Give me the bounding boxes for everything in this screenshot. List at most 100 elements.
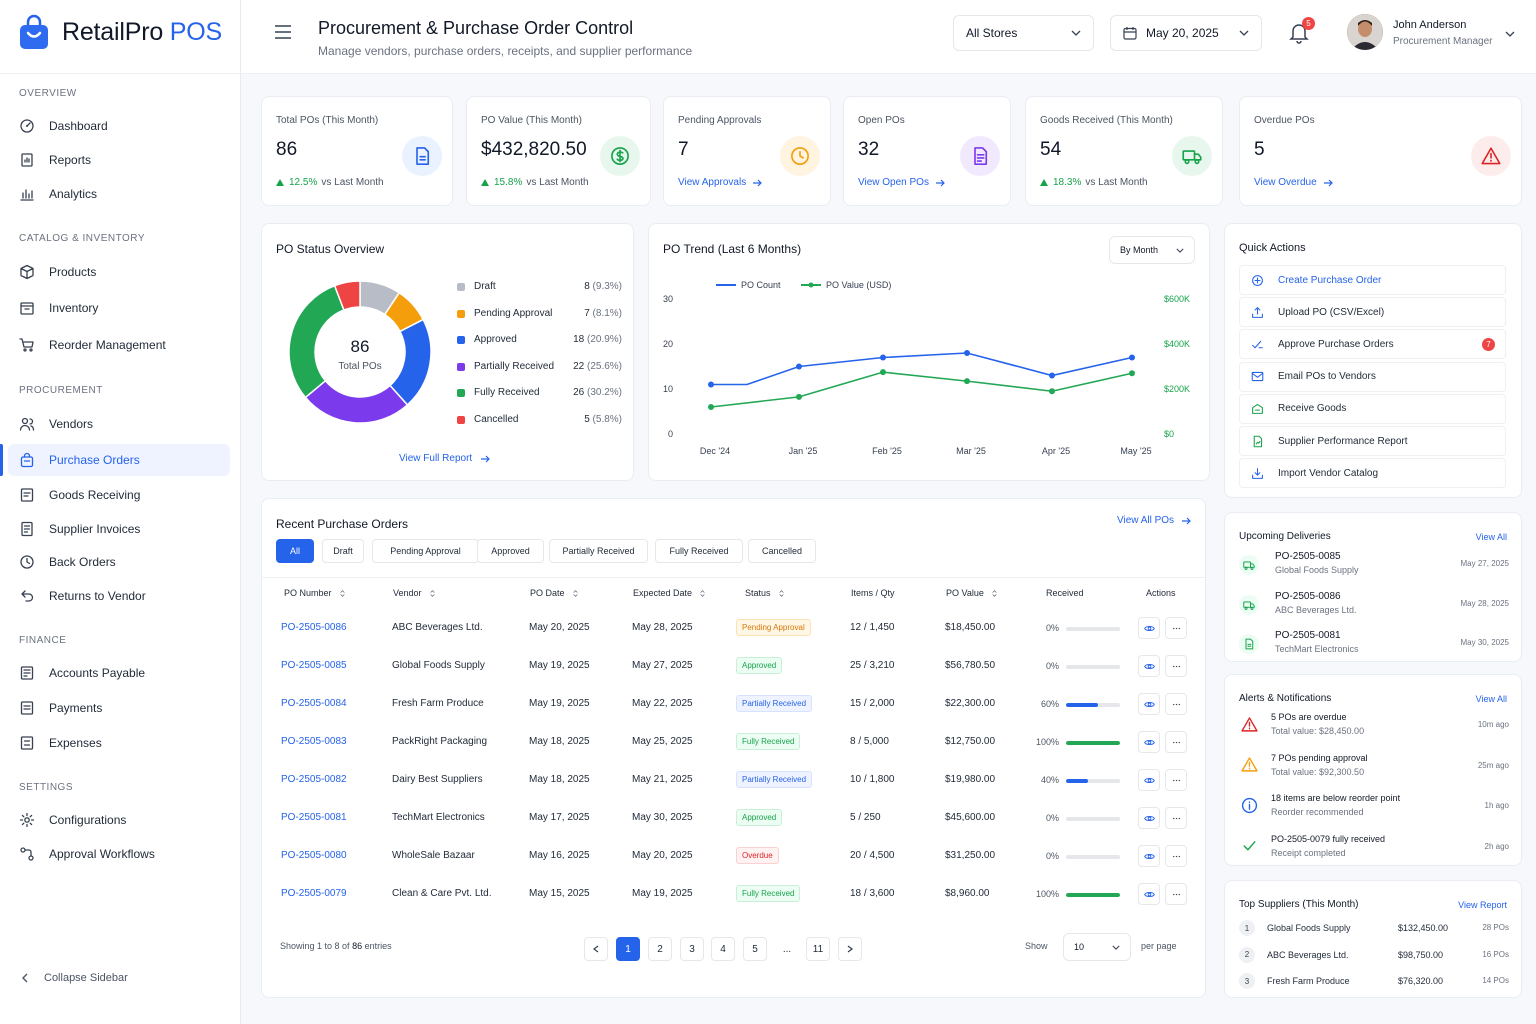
alert-item[interactable]: PO-2505-0079 fully received Receipt compl… [1239, 832, 1509, 870]
column-header[interactable]: PO Date [530, 588, 580, 598]
sidebar-item-reorder-management[interactable]: Reorder Management [8, 329, 230, 361]
menu-icon[interactable] [274, 25, 292, 39]
per-page-select[interactable]: 10 [1063, 933, 1131, 961]
donut-slice-partially-received[interactable] [304, 379, 409, 424]
kpi-card[interactable]: Total POs (This Month) 86 12.5% vs Last Mon… [261, 96, 453, 206]
data-point[interactable] [1129, 354, 1135, 361]
po-number-link[interactable]: PO-2505-0084 [281, 698, 347, 709]
tab-partially-received[interactable]: Partially Received [549, 539, 648, 563]
data-point[interactable] [1049, 388, 1055, 395]
donut-slice-cancelled[interactable] [333, 280, 361, 311]
sidebar-item-inventory[interactable]: Inventory [8, 292, 230, 324]
sidebar-item-configurations[interactable]: Configurations [8, 804, 230, 836]
delivery-item[interactable]: PO-2505-0086 ABC Beverages Ltd. May 28, 20… [1239, 589, 1509, 627]
sidebar-item-analytics[interactable]: Analytics [8, 178, 230, 210]
tab-approved[interactable]: Approved [477, 539, 544, 563]
bell-icon[interactable] [1289, 22, 1309, 44]
table-row[interactable]: PO-2505-0086 ABC Beverages Ltd. May 20, 20… [262, 610, 1207, 648]
data-point[interactable] [1129, 370, 1135, 377]
po-number-link[interactable]: PO-2505-0082 [281, 774, 347, 785]
tab-all[interactable]: All [276, 539, 314, 563]
more-actions-button[interactable] [1165, 731, 1187, 753]
view-button[interactable] [1138, 769, 1160, 791]
trend-period-select[interactable]: By Month [1109, 236, 1195, 264]
sidebar-item-expenses[interactable]: Expenses [8, 727, 230, 759]
more-actions-button[interactable] [1165, 845, 1187, 867]
more-actions-button[interactable] [1165, 883, 1187, 905]
page-button-5[interactable]: 5 [743, 937, 767, 961]
sidebar-item-reports[interactable]: Reports [8, 144, 230, 176]
kpi-card[interactable]: PO Value (This Month) $432,820.50 15.8% vs … [466, 96, 651, 206]
collapse-sidebar-button[interactable]: Collapse Sidebar [20, 972, 128, 984]
data-point[interactable] [964, 350, 970, 356]
prev-page-button[interactable] [584, 937, 608, 961]
sidebar-item-supplier-invoices[interactable]: Supplier Invoices [8, 513, 230, 545]
date-select[interactable]: May 20, 2025 [1110, 15, 1262, 51]
view-all-pos-link[interactable]: View All POs [1117, 515, 1191, 526]
supplier-row[interactable]: 1 Global Foods Supply $132,450.00 28 POs [1239, 920, 1509, 940]
po-number-link[interactable]: PO-2505-0085 [281, 660, 347, 671]
kpi-card[interactable]: Pending Approvals 7 View Approvals [663, 96, 831, 206]
quick-action-supplier-performance-report[interactable]: Supplier Performance Report [1239, 426, 1506, 456]
table-row[interactable]: PO-2505-0084 Fresh Farm Produce May 19, 20… [262, 686, 1207, 724]
data-point[interactable] [1049, 372, 1055, 379]
view-button[interactable] [1138, 883, 1160, 905]
tab-fully-received[interactable]: Fully Received [655, 539, 743, 563]
view-button[interactable] [1138, 807, 1160, 829]
column-header[interactable]: PO Value [946, 588, 999, 598]
page-button-2[interactable]: 2 [648, 937, 672, 961]
data-point[interactable] [796, 363, 802, 370]
table-row[interactable]: PO-2505-0085 Global Foods Supply May 19, 2… [262, 648, 1207, 686]
delivery-item[interactable]: PO-2505-0081 TechMart Electronics May 30, … [1239, 628, 1509, 666]
view-button[interactable] [1138, 617, 1160, 639]
alerts-view-all-link[interactable]: View All [1475, 694, 1507, 704]
avatar[interactable] [1347, 14, 1383, 50]
table-row[interactable]: PO-2505-0079 Clean & Care Pvt. Ltd. May 15… [262, 876, 1207, 914]
supplier-row[interactable]: 3 Fresh Farm Produce $76,320.00 14 POs [1239, 973, 1509, 993]
sidebar-item-vendors[interactable]: Vendors [8, 408, 230, 440]
data-point[interactable] [880, 369, 886, 376]
po-number-link[interactable]: PO-2505-0086 [281, 622, 347, 633]
quick-action-email-pos-to-vendors[interactable]: Email POs to Vendors [1239, 361, 1506, 392]
more-actions-button[interactable] [1165, 769, 1187, 791]
kpi-card[interactable]: Overdue POs 5 View Overdue [1239, 96, 1522, 206]
po-number-link[interactable]: PO-2505-0080 [281, 850, 347, 861]
sidebar-item-back-orders[interactable]: Back Orders [8, 546, 230, 578]
alert-item[interactable]: 7 POs pending approval Total value: $92,3… [1239, 751, 1509, 789]
sidebar-item-products[interactable]: Products [8, 256, 230, 288]
po-number-link[interactable]: PO-2505-0079 [281, 888, 347, 899]
table-row[interactable]: PO-2505-0080 WholeSale Bazaar May 16, 2025… [262, 838, 1207, 876]
alert-item[interactable]: 18 items are below reorder point Reorder … [1239, 791, 1509, 829]
column-header[interactable]: PO Number [284, 588, 347, 598]
data-point[interactable] [796, 393, 802, 400]
kpi-card[interactable]: Goods Received (This Month) 54 18.3% vs Las… [1025, 96, 1223, 206]
sidebar-item-dashboard[interactable]: Dashboard [8, 110, 230, 142]
page-button-11[interactable]: 11 [806, 937, 830, 961]
quick-action-receive-goods[interactable]: Receive Goods [1239, 393, 1506, 424]
data-point[interactable] [708, 381, 714, 388]
table-row[interactable]: PO-2505-0083 PackRight Packaging May 18, 2… [262, 724, 1207, 762]
sidebar-item-approval-workflows[interactable]: Approval Workflows [8, 838, 230, 870]
sidebar-item-returns-to-vendor[interactable]: Returns to Vendor [8, 580, 230, 612]
sidebar-item-purchase-orders[interactable]: Purchase Orders [0, 444, 230, 476]
next-page-button[interactable] [838, 937, 862, 961]
tab-pending-approval[interactable]: Pending Approval [372, 539, 479, 563]
column-header[interactable]: Expected Date [633, 588, 707, 598]
sidebar-item-goods-receiving[interactable]: Goods Receiving [8, 479, 230, 511]
more-actions-button[interactable] [1165, 693, 1187, 715]
column-header[interactable]: Status [745, 588, 786, 598]
data-point[interactable] [964, 378, 970, 385]
deliveries-view-all-link[interactable]: View All [1475, 532, 1507, 542]
tab-draft[interactable]: Draft [322, 539, 364, 563]
more-actions-button[interactable] [1165, 655, 1187, 677]
view-button[interactable] [1138, 693, 1160, 715]
more-actions-button[interactable] [1165, 807, 1187, 829]
po-number-link[interactable]: PO-2505-0083 [281, 736, 347, 747]
kpi-link[interactable]: View Overdue [1254, 177, 1333, 188]
sidebar-item-payments[interactable]: Payments [8, 692, 230, 724]
sidebar-item-accounts-payable[interactable]: Accounts Payable [8, 657, 230, 689]
chevron-down-icon[interactable] [1505, 31, 1515, 37]
brand-logo[interactable]: RetailPro POS [18, 14, 222, 50]
page-button-4[interactable]: 4 [711, 937, 735, 961]
more-actions-button[interactable] [1165, 617, 1187, 639]
